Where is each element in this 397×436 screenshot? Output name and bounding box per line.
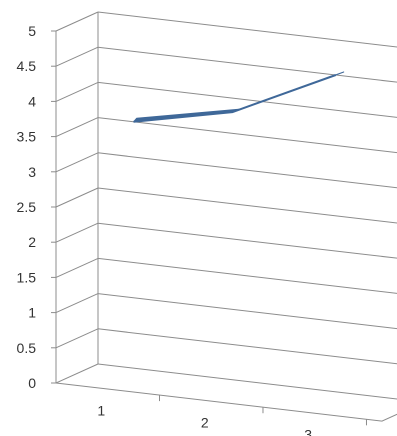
gridline [97, 152, 397, 189]
gridline-depth [55, 81, 99, 102]
gridlines [55, 11, 397, 400]
y-tick-label: 4 [28, 93, 36, 109]
y-axis: 0 0.5 1 1.5 2 2.5 3 3.5 4 4.5 5 [17, 23, 56, 391]
y-tick-label: 4.5 [17, 58, 37, 74]
gridline [97, 293, 397, 330]
series-ribbon [133, 71, 345, 123]
x-axis: 1 2 3 [97, 395, 367, 436]
gridline-depth [55, 187, 99, 208]
gridline-depth [55, 222, 99, 243]
gridline-depth [55, 257, 99, 278]
x-tick-label: 1 [97, 402, 105, 418]
gridline [97, 328, 397, 365]
y-tick-label: 5 [28, 23, 36, 39]
y-tick-label: 3 [28, 164, 36, 180]
gridline [97, 46, 397, 83]
x-tick-label: 2 [201, 414, 209, 430]
gridline-depth [55, 46, 99, 67]
y-tick-label: 1 [28, 305, 36, 321]
gridline-depth [55, 117, 99, 138]
y-tick-label: 2.5 [17, 199, 37, 215]
gridline [97, 11, 397, 48]
y-tick-label: 3.5 [17, 129, 37, 145]
y-tick-label: 0.5 [17, 340, 37, 356]
gridline-depth [55, 11, 99, 32]
floor-edge [55, 382, 397, 422]
gridline [97, 117, 397, 154]
y-tick-label: 1.5 [17, 269, 37, 285]
gridline [97, 81, 397, 118]
gridline-depth [55, 328, 99, 349]
gridline-depth [55, 293, 99, 314]
gridline-depth [55, 363, 99, 384]
plot-area [133, 71, 345, 123]
gridline [97, 187, 397, 224]
gridline [97, 222, 397, 259]
gridline-depth [55, 152, 99, 173]
gridline [97, 257, 397, 294]
x-tick-label: 3 [304, 427, 312, 436]
gridline [97, 363, 397, 400]
y-tick-label: 0 [28, 375, 36, 391]
y-tick-label: 2 [28, 234, 36, 250]
